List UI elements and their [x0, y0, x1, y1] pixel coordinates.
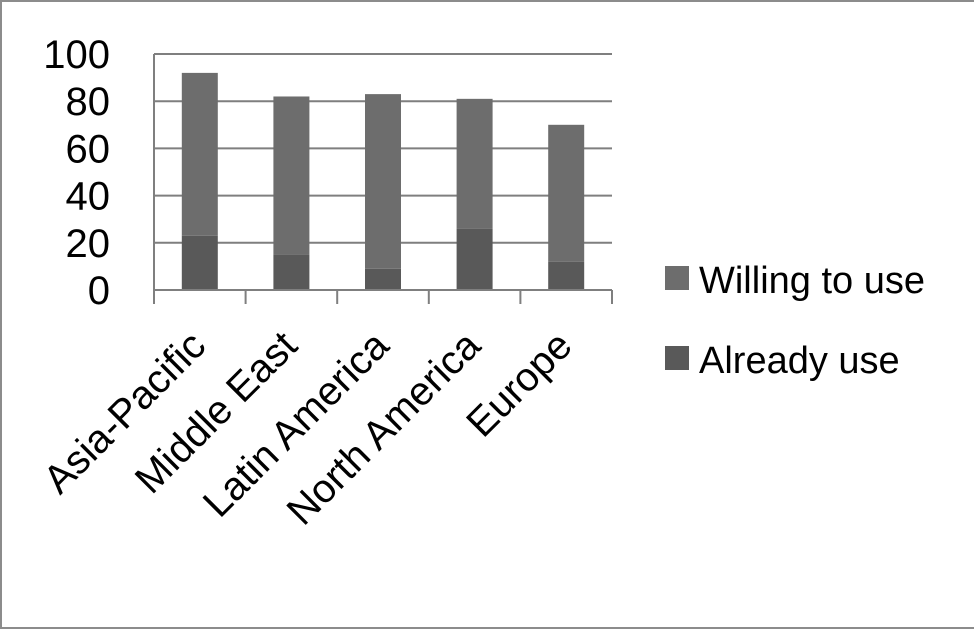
legend-swatch-willing-to-use — [665, 266, 689, 290]
bar-willing-to-use — [365, 94, 401, 269]
axes — [153, 54, 613, 304]
bar-willing-to-use — [181, 72, 218, 236]
y-tick-label: 60 — [66, 127, 111, 171]
y-tick-label: 20 — [66, 222, 111, 266]
y-tick-label: 100 — [43, 33, 110, 77]
y-tick-label: 0 — [88, 269, 110, 313]
bars — [181, 72, 585, 290]
y-tick-label: 80 — [66, 80, 111, 124]
bar-already-use — [456, 228, 493, 290]
bar-already-use — [548, 261, 585, 290]
y-tick-label: 40 — [66, 175, 111, 219]
category-label: Europe — [458, 323, 580, 445]
bar-already-use — [365, 268, 401, 290]
legend-swatch-already-use — [665, 346, 689, 370]
bar-willing-to-use — [548, 124, 585, 262]
legend-label-willing-to-use: Willing to use — [699, 260, 925, 302]
legend: Willing to use Already use — [665, 260, 925, 382]
bar-already-use — [181, 235, 218, 290]
bar-already-use — [273, 254, 310, 290]
bar-willing-to-use — [273, 96, 310, 255]
legend-label-already-use: Already use — [699, 340, 900, 382]
bar-willing-to-use — [456, 98, 493, 229]
